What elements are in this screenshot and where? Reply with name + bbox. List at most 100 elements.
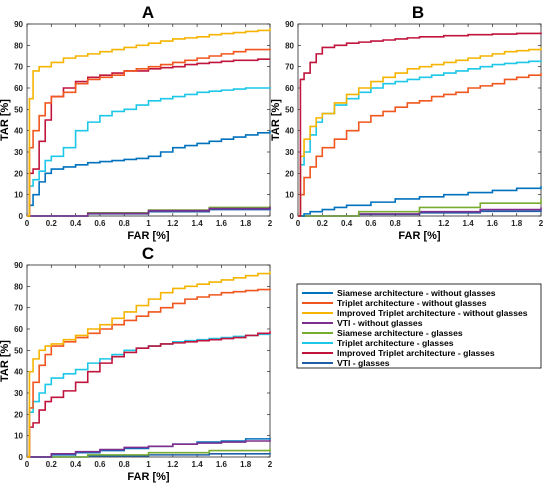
y-tick-label: 60: [14, 84, 23, 93]
panel-b: B 0 10 20 30 40 50 60 70 80 90 0 0.2 0.4 0.6 0.8 1 1.2 1.…: [270, 3, 544, 242]
y-axis-label: TAR [%]: [0, 99, 11, 141]
x-tick-label: 0: [296, 219, 301, 228]
series-line-improved-glasses: [298, 32, 542, 217]
x-tick-label: 0.4: [341, 219, 353, 228]
legend-entry-label: Triplet architecture - glasses: [337, 338, 454, 348]
y-tick-label: 30: [14, 148, 23, 157]
x-tick-label: 1.2: [167, 219, 179, 228]
plot-area-c: 0 10 20 30 40 50 60 70 80 90 0 0.2 0.4 0.6 0.8 1 1.2 1.4 1…: [0, 261, 273, 483]
axes-frame: [26, 264, 271, 458]
y-tick-label: 40: [14, 368, 23, 377]
y-tick-label: 50: [14, 105, 23, 114]
y-tick-label: 90: [14, 20, 23, 29]
x-tick-label: 0.8: [119, 219, 131, 228]
y-tick-label: 90: [285, 20, 294, 29]
plot-area-a: 0 10 20 30 40 50 60 70 80 90 0 0.2 0.4 0.6 0.8 1 1.2 1.4 1…: [0, 20, 273, 242]
series-line-siamese-glasses: [27, 448, 271, 458]
plot-area-b: 0 10 20 30 40 50 60 70 80 90 0 0.2 0.4 0.6 0.8 1 1.2 1.4 1…: [270, 20, 544, 242]
x-tick-label: 0.4: [70, 219, 82, 228]
y-tick-label: 20: [14, 410, 23, 419]
x-tick-label: 0.2: [46, 460, 58, 469]
x-tick-label: 1.4: [192, 460, 204, 469]
y-tick-label: 70: [14, 63, 23, 72]
panel-letter-c: C: [142, 244, 154, 263]
panel-letter-a: A: [142, 3, 154, 22]
series-line-triplet-noglasses: [27, 48, 271, 217]
series-line-improved-noglasses: [27, 28, 271, 217]
series-line-siamese-noglasses: [298, 186, 542, 217]
x-tick-label: 0.6: [365, 219, 377, 228]
x-tick-label: 1.4: [192, 219, 204, 228]
x-tick-label: 0: [25, 219, 30, 228]
y-tick-label: 70: [285, 63, 294, 72]
y-tick-label: 50: [285, 105, 294, 114]
series-line-triplet-noglasses: [27, 288, 271, 458]
x-tick-label: 1: [417, 219, 422, 228]
legend-entry-label: VTI - without glasses: [337, 318, 423, 328]
series-line-siamese-glasses: [298, 198, 542, 217]
legend-entry-label: Improved Triplet architecture - glasses: [337, 348, 495, 358]
y-tick-label: 20: [14, 169, 23, 178]
y-tick-label: 90: [14, 261, 23, 270]
x-tick-label: 1.6: [216, 460, 228, 469]
y-axis-label: TAR [%]: [270, 99, 282, 141]
legend-entry-label: Siamese architecture - glasses: [337, 328, 463, 338]
x-tick-label: 0.8: [390, 219, 402, 228]
x-tick-label: 0: [25, 460, 30, 469]
x-tick-label: 0.2: [317, 219, 329, 228]
axes-frame: [26, 23, 271, 217]
series-line-vti-noglasses: [27, 206, 271, 217]
axes-frame: [297, 23, 542, 217]
legend: Siamese architecture - without glassesTr…: [296, 283, 542, 369]
x-tick-label: 0.2: [46, 219, 58, 228]
series-line-vti-noglasses: [27, 439, 271, 458]
legend-entry-label: VTI - glasses: [337, 358, 390, 368]
panel-c: C 0 10 20 30 40 50 60 70 80 90 0 0.2 0.4 0.6 0.8 1 1.2 1.…: [0, 244, 273, 483]
y-tick-label: 70: [14, 304, 23, 313]
legend-entry-label: Improved Triplet architecture - without …: [337, 308, 528, 318]
y-tick-label: 30: [14, 389, 23, 398]
y-tick-label: 40: [285, 127, 294, 136]
y-tick-label: 30: [285, 148, 294, 157]
x-axis-label: FAR [%]: [127, 230, 170, 242]
y-tick-label: 40: [14, 127, 23, 136]
y-tick-label: 10: [14, 191, 23, 200]
y-tick-label: 0: [19, 212, 24, 221]
x-tick-label: 1.6: [487, 219, 499, 228]
y-tick-label: 60: [285, 84, 294, 93]
series-line-improved-noglasses: [27, 271, 271, 458]
legend-box: [296, 283, 542, 369]
x-axis-label: FAR [%]: [127, 471, 170, 483]
x-tick-label: 1: [146, 219, 151, 228]
y-tick-label: 50: [14, 346, 23, 355]
series-line-siamese-noglasses: [27, 130, 271, 217]
y-tick-label: 80: [285, 41, 294, 50]
x-tick-label: 1.4: [463, 219, 475, 228]
y-tick-label: 0: [290, 212, 295, 221]
y-tick-label: 80: [14, 282, 23, 291]
x-tick-label: 0.4: [70, 460, 82, 469]
y-axis-label: TAR [%]: [0, 340, 11, 382]
x-tick-label: 1: [146, 460, 151, 469]
legend-entry-label: Siamese architecture - without glasses: [337, 288, 496, 298]
y-tick-label: 10: [14, 432, 23, 441]
series-line-improved-glasses: [27, 331, 271, 458]
panel-letter-b: B: [412, 3, 424, 22]
y-tick-label: 20: [285, 169, 294, 178]
x-axis-label: FAR [%]: [398, 230, 441, 242]
series-line-triplet-glasses: [27, 86, 271, 217]
x-tick-label: 1.8: [511, 219, 523, 228]
x-tick-label: 0.8: [119, 460, 131, 469]
x-tick-label: 0.6: [94, 219, 106, 228]
x-tick-label: 2: [539, 219, 544, 228]
x-tick-label: 1.8: [240, 219, 252, 228]
x-tick-label: 2: [268, 460, 273, 469]
series-line-improved-noglasses: [298, 47, 542, 217]
x-tick-label: 0.6: [94, 460, 106, 469]
legend-entry-label: Triplet architecture - without glasses: [337, 298, 487, 308]
y-tick-label: 60: [14, 325, 23, 334]
x-tick-label: 1.6: [216, 219, 228, 228]
x-tick-label: 1.8: [240, 460, 252, 469]
series-line-triplet-noglasses: [298, 73, 542, 217]
